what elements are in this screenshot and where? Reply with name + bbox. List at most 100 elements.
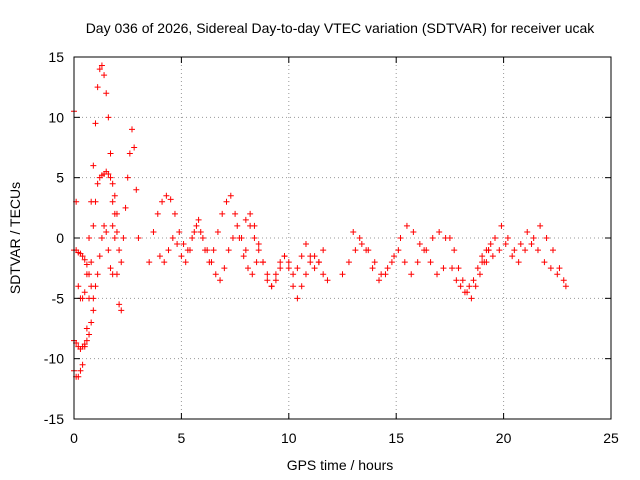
data-point	[120, 235, 127, 241]
x-axis-title: GPS time / hours	[287, 457, 394, 473]
y-tick-label: 15	[48, 49, 64, 65]
data-point	[225, 247, 232, 254]
data-point	[511, 247, 518, 254]
data-point	[227, 192, 234, 199]
x-tick-labels: 0 5 10 15 20 25	[70, 430, 619, 446]
series-track	[449, 241, 494, 296]
data-point	[249, 271, 256, 278]
series-track	[109, 126, 142, 266]
data-point	[79, 361, 86, 368]
data-point	[90, 295, 97, 302]
x-tick-label: 20	[496, 430, 512, 446]
data-point	[504, 235, 511, 241]
data-point	[530, 235, 537, 241]
data-point	[421, 247, 428, 254]
data-point	[281, 253, 288, 260]
data-point	[384, 265, 391, 272]
data-point	[86, 271, 93, 278]
y-tick-label: 10	[48, 109, 64, 125]
data-point	[277, 265, 284, 272]
series-track	[483, 241, 567, 284]
data-point	[345, 259, 352, 266]
data-point	[352, 247, 359, 254]
data-point	[528, 241, 535, 248]
data-point	[302, 271, 309, 278]
data-point	[154, 210, 161, 217]
data-point	[232, 210, 239, 217]
data-point	[79, 253, 86, 260]
data-point	[255, 247, 262, 254]
data-point	[556, 265, 563, 272]
data-points	[71, 62, 569, 380]
data-point	[255, 241, 262, 248]
data-point	[163, 192, 170, 199]
data-point	[221, 265, 228, 272]
data-point	[193, 222, 200, 229]
data-point	[485, 247, 492, 254]
data-point	[446, 235, 453, 241]
data-point	[453, 277, 460, 284]
data-point	[92, 198, 99, 205]
data-point	[290, 271, 297, 278]
data-point	[105, 114, 112, 121]
data-point	[470, 277, 477, 284]
data-point	[476, 271, 483, 278]
data-point	[391, 253, 398, 260]
y-tick-label: 5	[56, 170, 64, 186]
data-point	[98, 235, 105, 241]
data-point	[107, 174, 114, 181]
data-point	[376, 277, 383, 284]
data-point	[562, 283, 569, 290]
data-point	[242, 216, 249, 223]
data-point	[150, 228, 157, 235]
data-point	[111, 192, 118, 199]
data-point	[174, 241, 181, 248]
data-point	[388, 259, 395, 266]
data-point	[560, 277, 567, 284]
data-point	[285, 265, 292, 272]
data-point	[459, 277, 466, 284]
y-tick-label: -10	[44, 351, 64, 367]
data-point	[502, 241, 509, 248]
series-track	[146, 192, 260, 278]
data-point	[90, 222, 97, 229]
data-point	[369, 265, 376, 272]
data-point	[436, 228, 443, 235]
series-track	[479, 222, 569, 290]
data-point	[186, 247, 193, 254]
data-point	[294, 265, 301, 272]
data-point	[103, 90, 110, 97]
data-point	[159, 198, 166, 205]
grid	[74, 57, 611, 419]
data-point	[468, 295, 475, 302]
data-point	[371, 259, 378, 266]
data-point	[234, 222, 241, 229]
data-point	[534, 247, 541, 254]
data-point	[496, 247, 503, 254]
data-point	[290, 283, 297, 290]
data-point	[180, 241, 187, 248]
data-point	[219, 210, 226, 217]
data-point	[524, 228, 531, 235]
data-point	[429, 235, 436, 241]
x-tick-label: 10	[281, 430, 297, 446]
data-point	[109, 198, 116, 205]
data-point	[79, 295, 86, 302]
data-point	[94, 84, 101, 91]
data-point	[410, 228, 417, 235]
data-point	[451, 247, 458, 254]
data-point	[167, 196, 174, 203]
data-point	[107, 265, 114, 272]
data-point	[363, 247, 370, 254]
data-point	[285, 259, 292, 266]
data-point	[217, 277, 224, 284]
data-point	[522, 247, 529, 254]
data-point	[98, 62, 105, 69]
data-point	[455, 265, 462, 272]
data-point	[92, 283, 99, 290]
data-point	[210, 247, 217, 254]
data-point	[461, 289, 468, 296]
data-point	[253, 259, 260, 266]
data-point	[554, 271, 561, 278]
x-tick-label: 25	[603, 430, 619, 446]
